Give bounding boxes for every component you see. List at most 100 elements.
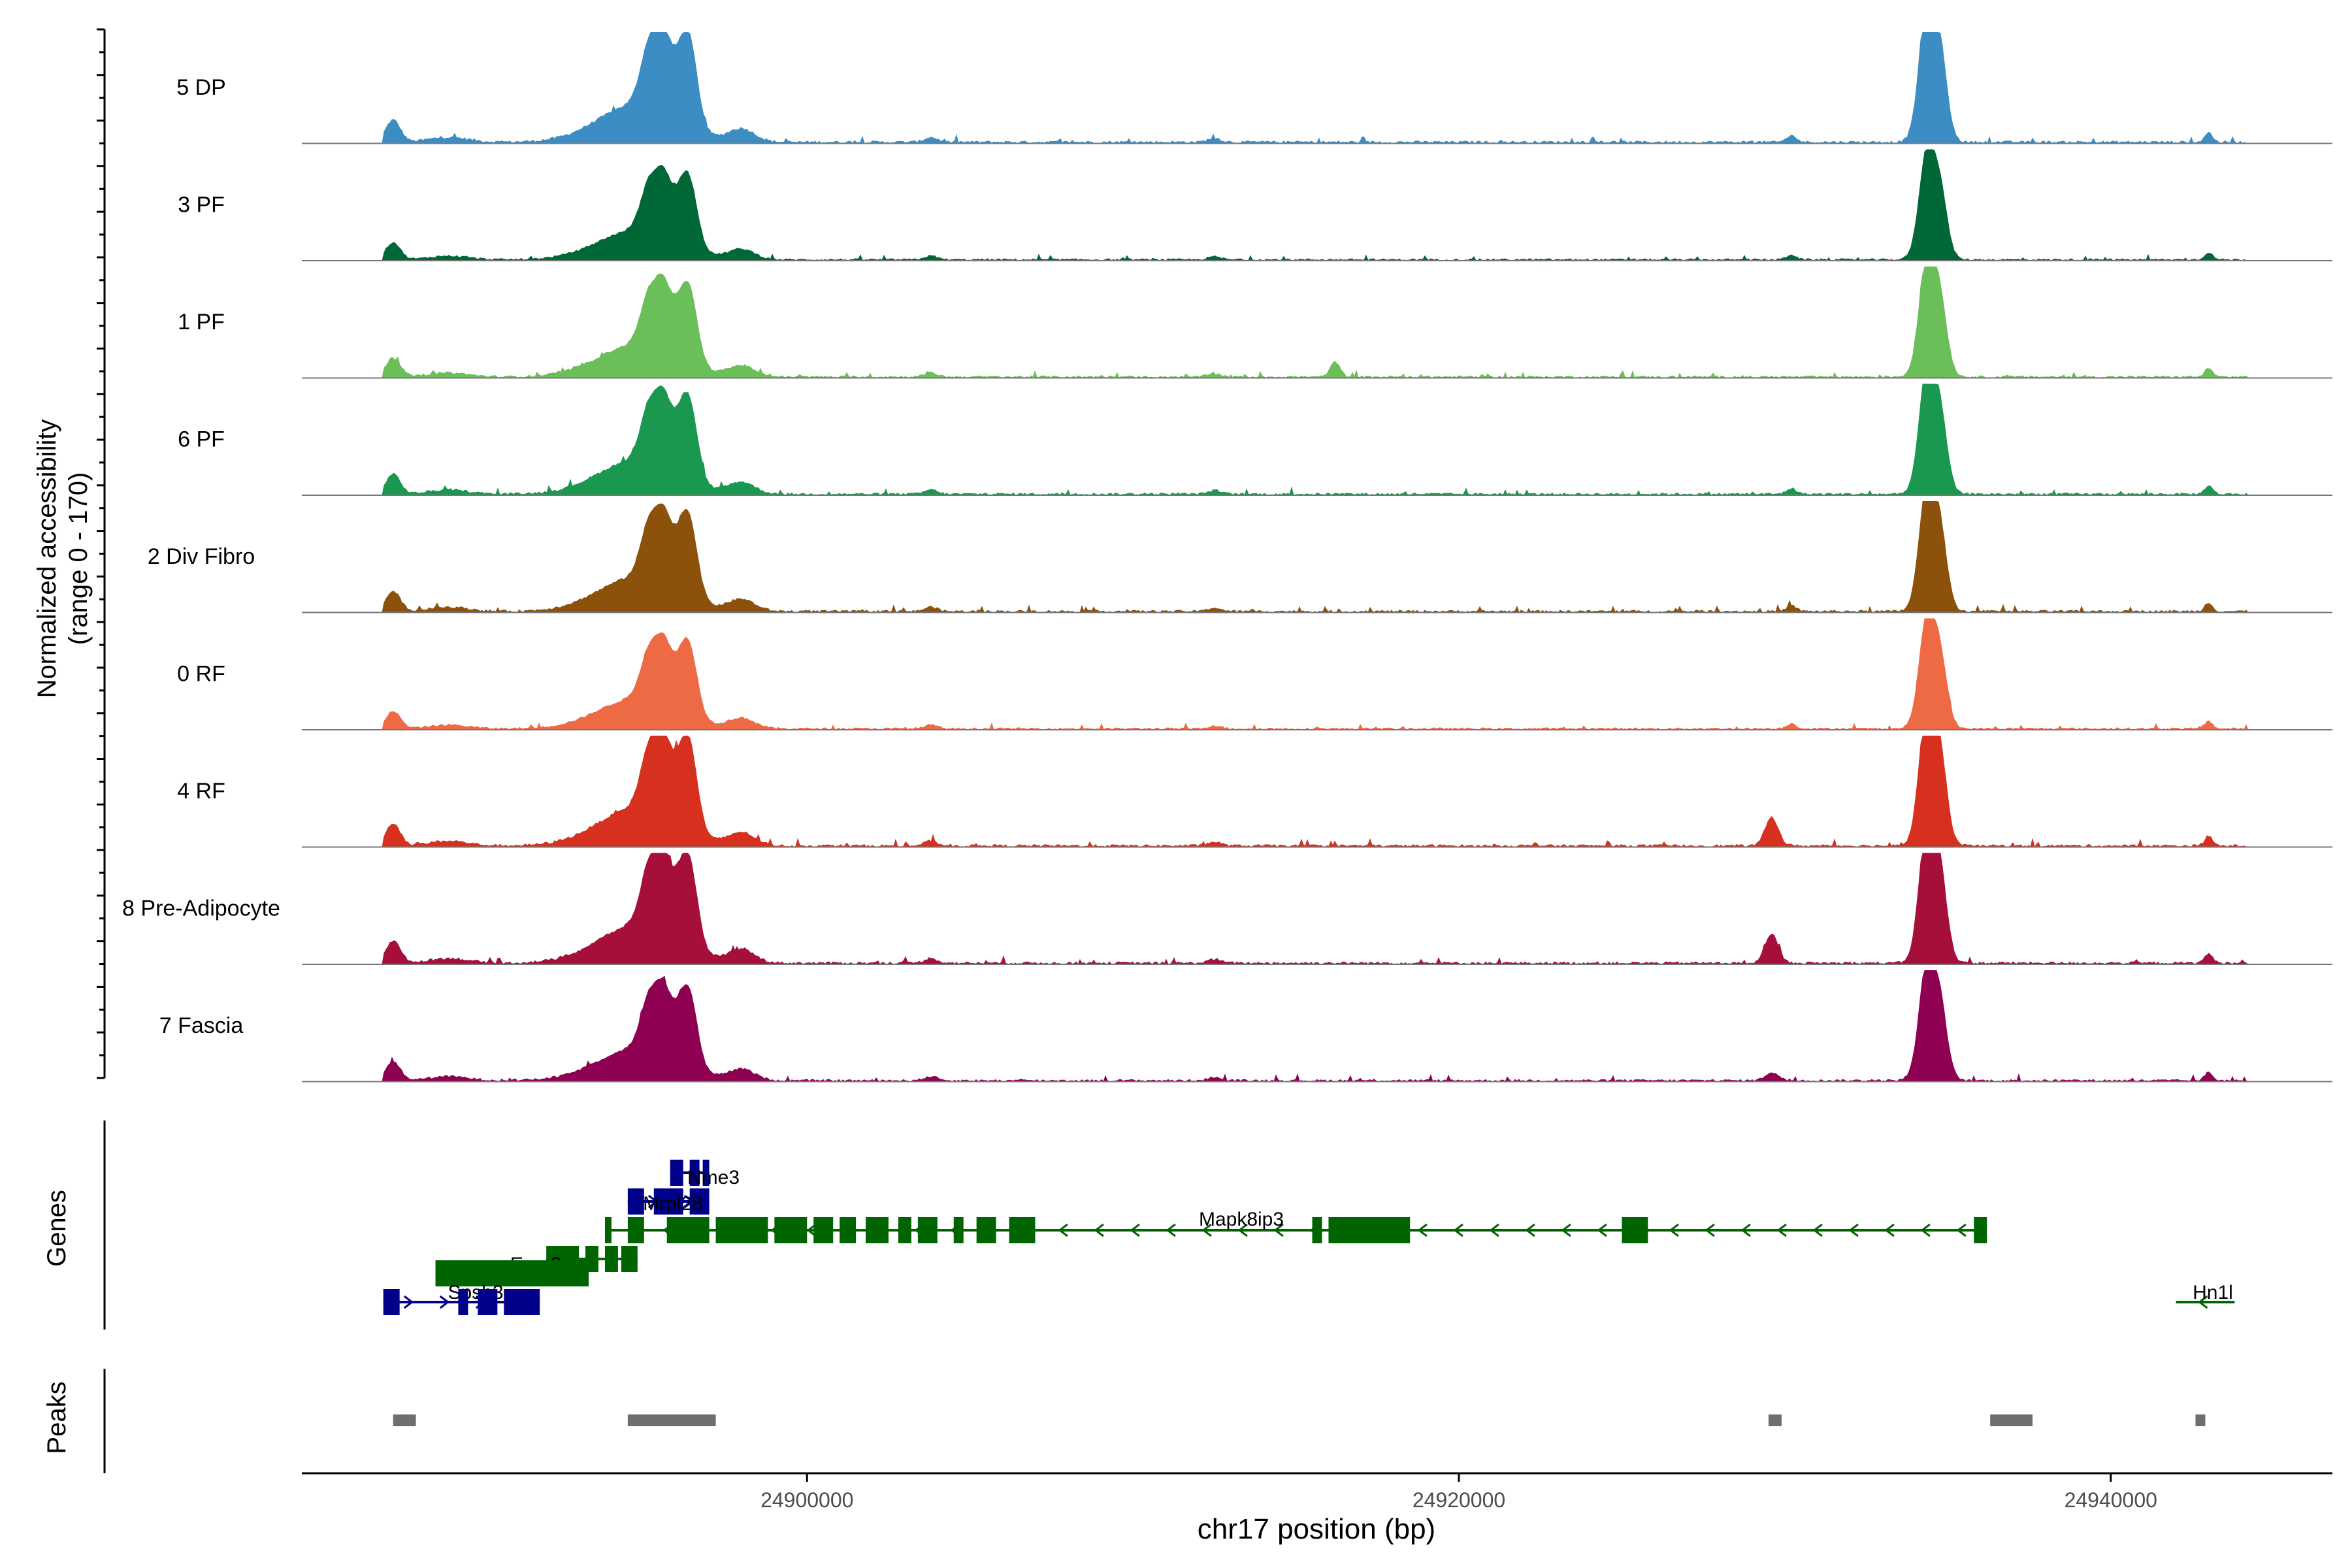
coverage-area: [302, 267, 2332, 379]
strand-arrow: [1201, 1223, 1212, 1237]
track-6-pf: 6 PF: [178, 384, 2332, 496]
strand-arrow: [1273, 1223, 1284, 1237]
coverage-area: [302, 736, 2332, 848]
strand-arrow: [1884, 1223, 1895, 1237]
gene-exon: [866, 1217, 889, 1243]
gene-label: Mrpl28: [643, 1193, 703, 1215]
track-label: 7 Fascia: [159, 1013, 244, 1038]
strand-arrow: [403, 1295, 414, 1309]
gene-mapk8ip3: Mapk8ip3: [604, 1209, 1987, 1243]
gene-unnamed: [383, 1289, 540, 1315]
gene-exon: [1622, 1217, 1648, 1243]
gene-exon: [898, 1217, 911, 1243]
gene-exon: [478, 1289, 498, 1315]
strand-arrow: [1597, 1223, 1607, 1237]
coverage-area: [302, 384, 2332, 496]
track-label: 1 PF: [178, 310, 225, 335]
track-label: 6 PF: [178, 427, 225, 452]
gene-exon: [383, 1289, 400, 1315]
track-2-div-fibro: 2 Div Fibro: [148, 501, 2332, 613]
genes-panel-label: Genes: [42, 1190, 71, 1267]
peak-region: [393, 1414, 416, 1426]
gene-exon: [813, 1217, 834, 1243]
gene-exon: [917, 1217, 938, 1243]
strand-arrow: [1705, 1223, 1715, 1237]
gene-label: Nme3: [687, 1167, 740, 1188]
coverage-y-axis: [97, 28, 106, 1079]
gene-exon: [666, 1217, 710, 1243]
strand-arrow: [1669, 1223, 1679, 1237]
strand-arrow: [1956, 1223, 1967, 1237]
gene-mrpl28: Mrpl28: [627, 1188, 710, 1215]
track-3-pf: 3 PF: [178, 149, 2332, 261]
gene-exon: [653, 1188, 683, 1215]
coverage-tracks: 5 DP 3 PF 1 PF 6 PF 2 Div Fibro 0 RF 4 RF 8 Pre…: [122, 32, 2332, 1083]
strand-arrow: [1237, 1223, 1248, 1237]
peak-region: [1990, 1414, 2033, 1426]
track-label: 2 Div Fibro: [148, 544, 255, 569]
coverage-area: [302, 32, 2332, 144]
track-1-pf: 1 PF: [178, 267, 2332, 379]
strand-arrow: [2198, 1295, 2208, 1309]
gene-exon: [953, 1217, 964, 1243]
gene-nme3: Nme3: [670, 1160, 740, 1188]
y-axis-label-line2: (range 0 - 170): [64, 472, 93, 645]
track-4-rf: 4 RF: [177, 736, 2332, 848]
strand-arrow: [1058, 1223, 1068, 1237]
strand-arrow: [1776, 1223, 1787, 1237]
strand-arrow: [1740, 1223, 1751, 1237]
gene-exon: [702, 1160, 710, 1186]
x-tick-label: 24940000: [2065, 1488, 2157, 1512]
y-axis-label-line1: Normalized accessibility: [33, 419, 61, 698]
gene-exon: [689, 1188, 710, 1215]
gene-exon: [1312, 1217, 1322, 1243]
gene-exon: [627, 1188, 644, 1215]
track-0-rf: 0 RF: [177, 618, 2332, 730]
track-label: 8 Pre-Adipocyte: [122, 896, 280, 921]
genes-panel: Nme3Mrpl28Mapk8ip3Eme2Spsb3Hn1l: [383, 1160, 2235, 1315]
coverage-area: [302, 501, 2332, 613]
gene-exon: [670, 1160, 683, 1186]
track-label: 5 DP: [176, 75, 226, 100]
gene-exon: [627, 1217, 644, 1243]
gene-spsb3: Spsb3: [435, 1260, 589, 1303]
gene-exon: [435, 1260, 589, 1286]
coverage-area: [302, 618, 2332, 730]
gene-exon: [1009, 1217, 1036, 1243]
strand-arrow: [439, 1295, 450, 1309]
strand-arrow: [1417, 1223, 1428, 1237]
gene-exon: [715, 1217, 768, 1243]
strand-arrow: [1166, 1223, 1176, 1237]
strand-arrow: [806, 1223, 817, 1237]
coverage-area: [302, 853, 2332, 965]
strand-arrow: [1094, 1223, 1104, 1237]
track-label: 3 PF: [178, 193, 225, 218]
gene-exon: [458, 1289, 468, 1315]
track-label: 0 RF: [177, 662, 225, 687]
strand-arrow: [1525, 1223, 1535, 1237]
strand-arrow: [1920, 1223, 1931, 1237]
x-axis-ticks: 24900000 24920000 24940000: [760, 1473, 2157, 1512]
gene-exon: [621, 1246, 638, 1272]
peaks-panel: [393, 1414, 2206, 1426]
gene-exon: [976, 1217, 996, 1243]
gene-exon: [1328, 1217, 1411, 1243]
gene-label: Mapk8ip3: [1199, 1209, 1284, 1230]
track-7-fascia: 7 Fascia: [159, 970, 2332, 1083]
strand-arrow: [1453, 1223, 1463, 1237]
strand-arrow: [1848, 1223, 1859, 1237]
x-axis-label: chr17 position (bp): [1198, 1513, 1435, 1545]
gene-exon: [1974, 1217, 1987, 1243]
gene-exon: [840, 1217, 857, 1243]
peaks-panel-label: Peaks: [42, 1381, 71, 1454]
x-tick-label: 24900000: [760, 1488, 853, 1512]
coverage-area: [302, 970, 2332, 1083]
peak-region: [1768, 1414, 1782, 1426]
strand-arrow: [1130, 1223, 1140, 1237]
coverage-area: [302, 149, 2332, 261]
y-axis-label: Normalized accessibility (range 0 - 170): [33, 419, 93, 698]
track-8-pre-adipocyte: 8 Pre-Adipocyte: [122, 853, 2332, 965]
gene-exon: [604, 1246, 618, 1272]
strand-arrow: [1561, 1223, 1571, 1237]
